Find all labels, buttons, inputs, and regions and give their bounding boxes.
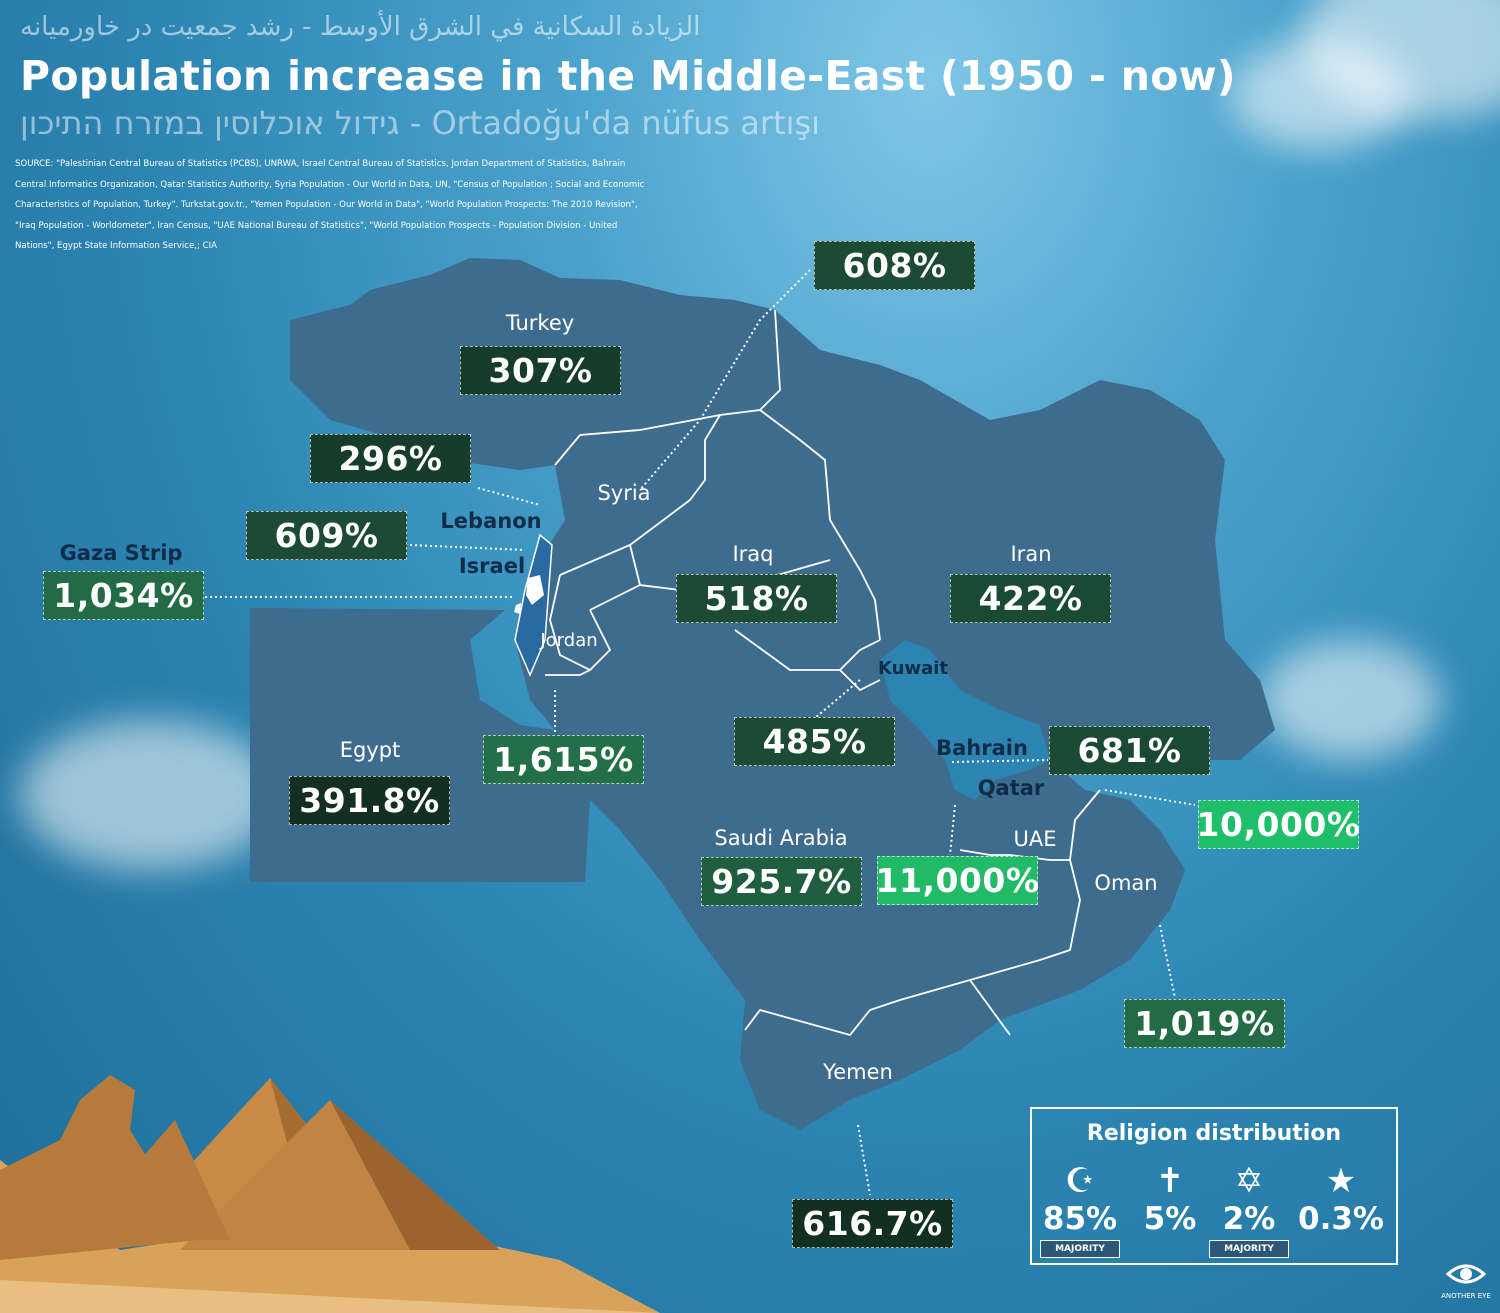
cloud [1230,40,1410,150]
increase-box-turkey: 307% [460,346,621,395]
country-label-syria: Syria [597,481,651,505]
increase-box-oman: 1,019% [1124,999,1285,1048]
country-label-qatar: Qatar [977,776,1045,800]
country-label-uae: UAE [1013,827,1057,851]
eye-icon [1445,1264,1487,1284]
pyramids-illustration [0,1075,660,1313]
increase-box-gaza-strip: 1,034% [43,571,204,620]
cloud [1260,640,1440,760]
religion-distribution-title: Religion distribution [1086,1121,1342,1146]
religion-item-christianity: ✝ 5% [1127,1161,1213,1237]
increase-box-yemen: 616.7% [792,1199,953,1248]
country-label-iraq: Iraq [732,542,774,566]
religion-item-other: ★ 0.3% [1298,1161,1384,1237]
country-label-kuwait: Kuwait [878,658,948,679]
increase-box-iraq: 518% [676,574,837,623]
star-of-david-icon: ✡ [1234,1161,1264,1201]
country-label-oman: Oman [1094,871,1158,895]
christian-cross-icon: ✝ [1155,1161,1185,1201]
country-label-gaza-strip: Gaza Strip [59,541,183,565]
country-label-iran: Iran [1010,542,1052,566]
increase-box-saudi-arabia: 925.7% [701,857,862,906]
increase-box-qatar: 11,000% [876,856,1039,905]
increase-box-bahrain: 681% [1049,726,1210,775]
religion-value: 5% [1143,1201,1197,1237]
subtitle-arabic-persian: الزيادة السكانية في الشرق الأوسط - رشد ج… [20,12,701,42]
brand-name: ANOTHER EYE [1441,1292,1491,1300]
increase-box-syria: 608% [814,241,975,290]
brand-logo: ANOTHER EYE [1436,1260,1496,1300]
religion-item-judaism: ✡ 2% MAJORITY [1206,1161,1292,1258]
country-shape-israel [514,533,553,677]
increase-box-uae: 10,000% [1197,800,1360,849]
majority-badge: MAJORITY [1040,1240,1120,1258]
religion-distribution-panel: Religion distribution ☪ 85% MAJORITY ✝ 5… [1030,1107,1398,1265]
religion-value: 85% [1042,1201,1118,1237]
increase-box-egypt: 391.8% [289,776,450,825]
country-label-yemen: Yemen [823,1060,893,1084]
gaza-shape [514,603,521,614]
cloud [20,720,280,870]
west-bank-shape [526,575,544,605]
majority-badge: MAJORITY [1209,1240,1289,1258]
country-label-egypt: Egypt [339,738,401,762]
country-label-saudi-arabia: Saudi Arabia [714,826,848,850]
religion-item-islam: ☪ 85% MAJORITY [1037,1161,1123,1258]
country-label-jordan: Jordan [540,630,598,651]
page-title: Population increase in the Middle-East (… [20,52,1236,100]
country-label-turkey: Turkey [505,311,575,335]
religion-value: 2% [1222,1201,1276,1237]
increase-box-kuwait: 485% [734,717,895,766]
islam-crescent-icon: ☪ [1064,1161,1096,1201]
leader-lines [205,269,1196,1196]
country-label-lebanon: Lebanon [440,509,542,533]
increase-box-iran: 422% [950,574,1111,623]
country-borders [545,309,1101,1037]
increase-box-lebanon: 296% [310,434,471,483]
source-citation: SOURCE: "Palestinian Central Bureau of S… [15,159,645,251]
country-label-israel: Israel [458,554,526,578]
religion-value: 0.3% [1298,1201,1384,1237]
increase-box-jordan: 1,615% [483,735,644,784]
star-icon: ★ [1325,1161,1357,1201]
increase-box-israel: 609% [246,511,407,560]
land-mass-levant-gulf-arabia [515,310,1275,1130]
country-label-bahrain: Bahrain [936,736,1028,760]
subtitle-hebrew-turkish: גידול אוכלוסין במזרח התיכון - Ortadoğu'd… [20,104,821,142]
